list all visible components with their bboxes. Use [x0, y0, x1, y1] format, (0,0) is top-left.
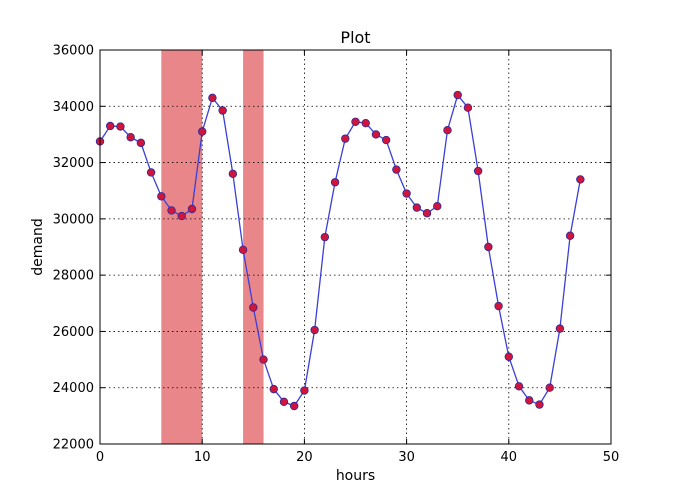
- data-point-9: [187, 204, 197, 214]
- data-point-33: [433, 201, 442, 211]
- data-point-10: [197, 127, 207, 136]
- data-point-19: [289, 401, 299, 411]
- data-point-28: [381, 135, 391, 145]
- data-point-41: [514, 382, 524, 391]
- data-point-13: [228, 169, 238, 179]
- data-point-47: [576, 175, 585, 184]
- data-point-42: [525, 396, 534, 405]
- data-point-5: [146, 168, 156, 177]
- data-point-32: [422, 209, 432, 218]
- data-point-39: [494, 301, 503, 311]
- data-point-15: [249, 303, 258, 312]
- data-points: [95, 90, 585, 411]
- data-point-14: [238, 245, 248, 255]
- x-tick-label-4: 40: [501, 450, 518, 465]
- y-tick-label-0: 22000: [53, 438, 94, 453]
- x-tick-label-3: 30: [398, 450, 415, 465]
- y-tick-label-1: 24000: [53, 381, 94, 396]
- data-point-23: [330, 178, 340, 187]
- data-point-20: [300, 386, 309, 395]
- data-point-7: [167, 206, 176, 215]
- y-tick-label-4: 30000: [53, 212, 94, 227]
- data-point-11: [208, 93, 217, 103]
- data-point-38: [484, 242, 493, 252]
- y-tick-label-7: 36000: [53, 44, 94, 59]
- axis-ticks: 0 10 20 30 40 50 22000 24000 26000 28000 30000 3200…: [53, 44, 620, 466]
- data-point-45: [555, 324, 565, 333]
- data-point-26: [361, 118, 370, 128]
- x-tick-label-5: 50: [603, 450, 620, 465]
- data-point-8: [177, 211, 186, 221]
- data-point-17: [269, 384, 278, 394]
- data-point-1: [106, 121, 115, 131]
- y-tick-label-3: 28000: [53, 269, 94, 284]
- data-point-22: [320, 232, 330, 242]
- chart-title: Plot: [340, 28, 370, 47]
- data-point-37: [473, 166, 483, 176]
- x-tick-label-1: 10: [194, 450, 211, 465]
- data-point-44: [545, 383, 554, 392]
- shaded-region-1: [243, 50, 264, 444]
- data-point-35: [453, 90, 462, 100]
- data-point-24: [341, 134, 350, 143]
- x-tick-label-0: 0: [96, 450, 104, 465]
- data-point-18: [279, 397, 289, 406]
- data-point-29: [392, 165, 401, 174]
- data-point-6: [157, 192, 166, 201]
- data-point-16: [259, 355, 268, 364]
- data-point-25: [351, 117, 360, 126]
- plot-area-frame: [99, 49, 612, 445]
- shaded-regions: [161, 50, 264, 444]
- shaded-region-0: [161, 50, 203, 444]
- x-tick-label-2: 20: [296, 450, 313, 465]
- data-point-34: [443, 126, 452, 135]
- data-point-12: [218, 106, 227, 115]
- data-point-27: [371, 130, 381, 139]
- data-point-36: [463, 103, 473, 112]
- y-axis-label: demand: [30, 218, 46, 275]
- y-tick-label-5: 32000: [53, 156, 94, 171]
- data-point-46: [565, 231, 575, 240]
- x-axis-label: hours: [336, 468, 375, 484]
- data-point-2: [116, 122, 125, 131]
- data-point-31: [412, 203, 422, 212]
- data-point-30: [402, 189, 411, 198]
- data-point-4: [136, 138, 146, 148]
- data-point-40: [504, 352, 513, 361]
- data-point-3: [126, 133, 135, 142]
- data-point-43: [535, 400, 544, 409]
- data-point-21: [310, 325, 319, 335]
- y-tick-label-6: 34000: [53, 100, 94, 115]
- y-tick-label-2: 26000: [53, 325, 94, 340]
